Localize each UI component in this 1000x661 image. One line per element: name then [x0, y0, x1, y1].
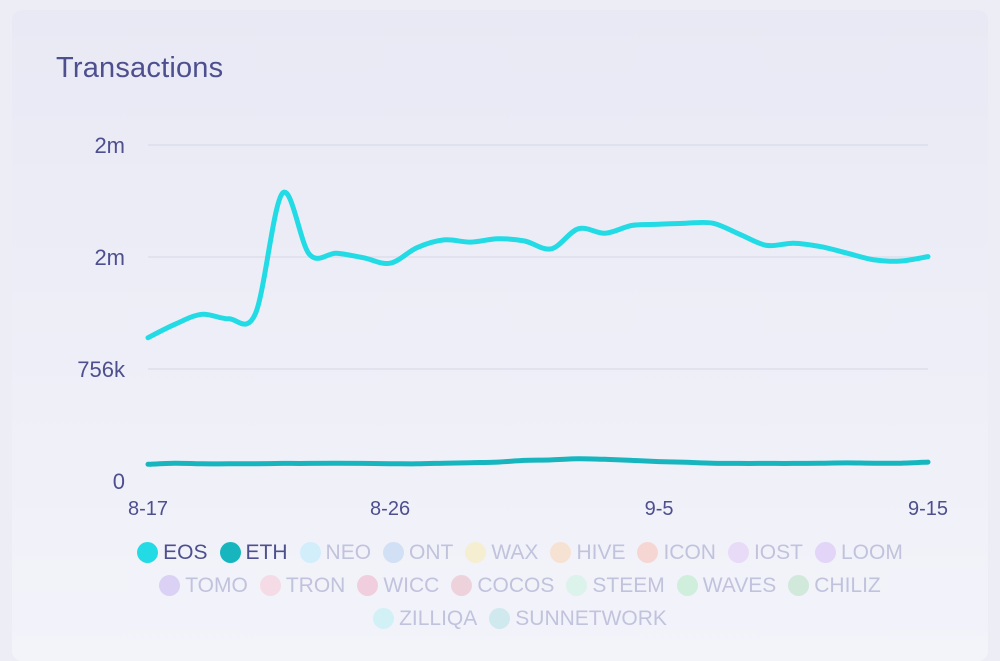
- legend-dot-icon: [383, 542, 405, 563]
- legend-dot-icon: [676, 575, 698, 596]
- legend-label: SUNNETWORK: [515, 607, 667, 630]
- legend-item-sunnetwork[interactable]: SUNNETWORK: [489, 604, 667, 633]
- legend-label: WAX: [491, 541, 539, 564]
- legend-item-steem[interactable]: STEEM: [566, 571, 665, 600]
- x-tick-label: 9-5: [645, 498, 674, 520]
- legend-dot-icon: [357, 575, 379, 596]
- legend-item-eos[interactable]: EOS: [137, 538, 208, 567]
- chart-title: Transactions: [56, 52, 224, 84]
- legend-dot-icon: [137, 542, 159, 563]
- legend-dot-icon: [489, 608, 511, 629]
- legend-item-eth[interactable]: ETH: [219, 538, 288, 567]
- legend-label: TRON: [285, 574, 346, 597]
- legend-label: ETH: [245, 541, 288, 564]
- legend-dot-icon: [637, 542, 659, 563]
- legend: EOS ETH NEO ONT WAX HIVE ICON IOST LOOM TOMO TRON W…: [100, 538, 940, 637]
- legend-item-icon[interactable]: ICON: [637, 538, 716, 567]
- y-tick-label: 756k: [77, 357, 126, 382]
- legend-item-neo[interactable]: NEO: [299, 538, 372, 567]
- legend-label: TOMO: [185, 574, 248, 597]
- legend-item-cocos[interactable]: COCOS: [451, 571, 554, 600]
- legend-label: CHILIZ: [814, 574, 881, 597]
- legend-item-tron[interactable]: TRON: [259, 571, 346, 600]
- legend-label: NEO: [325, 541, 372, 564]
- legend-label: STEEM: [592, 574, 665, 597]
- legend-item-hive[interactable]: HIVE: [550, 538, 625, 567]
- legend-item-iost[interactable]: IOST: [727, 538, 803, 567]
- legend-dot-icon: [373, 608, 395, 629]
- x-tick-label: 8-17: [128, 498, 168, 520]
- legend-dot-icon: [566, 575, 588, 596]
- y-tick-label: 2m: [94, 133, 125, 158]
- legend-dot-icon: [299, 542, 321, 563]
- series-line-eos[interactable]: [145, 189, 931, 341]
- legend-item-loom[interactable]: LOOM: [814, 538, 903, 567]
- series-line-eth[interactable]: [145, 456, 931, 467]
- legend-label: ONT: [409, 541, 454, 564]
- legend-item-ont[interactable]: ONT: [383, 538, 453, 567]
- legend-dot-icon: [465, 542, 487, 563]
- legend-dot-icon: [159, 575, 181, 596]
- legend-label: WICC: [383, 574, 440, 597]
- legend-label: ZILLIQA: [399, 607, 478, 630]
- legend-item-zilliqa[interactable]: ZILLIQA: [373, 604, 477, 633]
- legend-item-wax[interactable]: WAX: [465, 538, 538, 567]
- legend-label: ICON: [663, 541, 716, 564]
- y-tick-label: 0: [113, 469, 125, 494]
- legend-label: EOS: [163, 541, 208, 564]
- legend-item-chiliz[interactable]: CHILIZ: [788, 571, 881, 600]
- legend-dot-icon: [259, 575, 281, 596]
- legend-item-wicc[interactable]: WICC: [357, 571, 439, 600]
- legend-label: WAVES: [702, 574, 777, 597]
- legend-item-tomo[interactable]: TOMO: [159, 571, 248, 600]
- y-tick-label: 2m: [94, 245, 125, 270]
- legend-label: HIVE: [576, 541, 626, 564]
- legend-dot-icon: [451, 575, 473, 596]
- legend-dot-icon: [788, 575, 810, 596]
- legend-item-waves[interactable]: WAVES: [676, 571, 777, 600]
- legend-dot-icon: [727, 542, 749, 563]
- x-tick-label: 9-15: [908, 498, 948, 520]
- x-tick-label: 8-26: [370, 498, 410, 520]
- legend-dot-icon: [550, 542, 572, 563]
- legend-label: LOOM: [840, 541, 903, 564]
- legend-label: IOST: [753, 541, 803, 564]
- legend-label: COCOS: [477, 574, 555, 597]
- legend-dot-icon: [814, 542, 836, 563]
- legend-dot-icon: [219, 542, 241, 563]
